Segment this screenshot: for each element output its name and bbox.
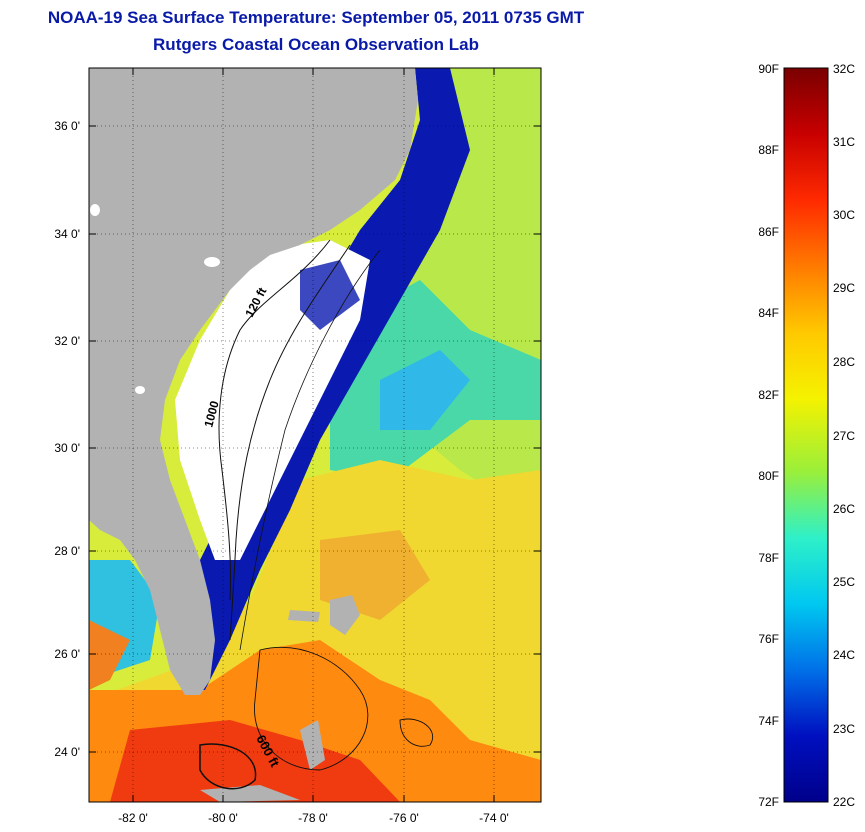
colorbar-c-label: 26C	[833, 502, 855, 516]
map-frame	[88, 67, 542, 803]
contour-cuba-bank	[199, 743, 257, 790]
colorbar-fahrenheit-labels: 90F 88F 86F 84F 82F 80F 78F 76F 74F 72F	[758, 62, 779, 809]
colorbar-celsius-labels: 32C 31C 30C 29C 28C 27C 26C 25C 24C 23C …	[833, 62, 855, 809]
colorbar-f-label: 84F	[758, 306, 779, 320]
contour-small-bank	[399, 718, 433, 747]
colorbar-c-label: 22C	[833, 795, 855, 809]
lat-tick-label: 26 0'	[54, 647, 80, 661]
lake-marker	[135, 386, 145, 394]
map-gridlines	[89, 68, 541, 802]
lon-tick-label: -80 0'	[208, 811, 238, 825]
map-title: NOAA-19 Sea Surface Temperature: Septemb…	[47, 8, 585, 27]
colorbar-f-label: 78F	[758, 551, 779, 565]
colorbar-f-label: 88F	[758, 143, 779, 157]
colorbar-c-label: 27C	[833, 429, 855, 443]
colorbar-f-label: 74F	[758, 714, 779, 728]
lat-tick-label: 34 0'	[54, 227, 80, 241]
colorbar-f-label: 72F	[758, 795, 779, 809]
lat-tick-label: 28 0'	[54, 544, 80, 558]
map-panel	[89, 68, 541, 802]
colorbar-f-label: 90F	[758, 62, 779, 76]
contour-deep	[239, 249, 381, 651]
lake-marker	[90, 204, 100, 216]
lon-tick-label: -82 0'	[118, 811, 148, 825]
contour-120ft	[218, 239, 331, 601]
colorbar-c-label: 25C	[833, 575, 855, 589]
land-southeast-us	[89, 68, 418, 695]
lake-marker	[204, 257, 220, 267]
contour-600ft	[229, 244, 351, 641]
land-grand-bahama	[288, 610, 320, 622]
lon-tick-label: -74 0'	[479, 811, 509, 825]
sst-region-red	[110, 720, 400, 802]
gulf-sst-orange	[89, 620, 130, 690]
lat-tick-label: 36 0'	[54, 119, 80, 133]
land-andros	[300, 720, 325, 770]
lat-tick-label: 30 0'	[54, 441, 80, 455]
colorbar-c-label: 28C	[833, 355, 855, 369]
colorbar-c-label: 24C	[833, 648, 855, 662]
sst-region-lightblue	[380, 350, 470, 430]
colorbar-c-label: 32C	[833, 62, 855, 76]
colorbar-c-label: 23C	[833, 722, 855, 736]
colorbar-c-label: 31C	[833, 135, 855, 149]
lon-tick-label: -78 0'	[298, 811, 328, 825]
colorbar-f-label: 80F	[758, 469, 779, 483]
lat-tick-label: 32 0'	[54, 334, 80, 348]
colorbar-f-label: 86F	[758, 225, 779, 239]
contour-label: 1000	[201, 399, 222, 429]
lat-tick-label: 24 0'	[54, 745, 80, 759]
colorbar-c-label: 29C	[833, 281, 855, 295]
contour-bahamas-bank	[254, 646, 369, 771]
colorbar-c-label: 30C	[833, 208, 855, 222]
land-cuba-edge	[200, 785, 300, 802]
lon-tick-label: -76 0'	[389, 811, 419, 825]
colorbar	[783, 67, 829, 803]
map-subtitle: Rutgers Coastal Ocean Observation Lab	[153, 35, 479, 54]
colorbar-f-label: 76F	[758, 632, 779, 646]
map-tick-marks	[89, 68, 541, 802]
land-bahamas-abaco	[330, 595, 360, 635]
sst-region-darkblue-patch	[300, 260, 360, 330]
colorbar-f-label: 82F	[758, 388, 779, 402]
